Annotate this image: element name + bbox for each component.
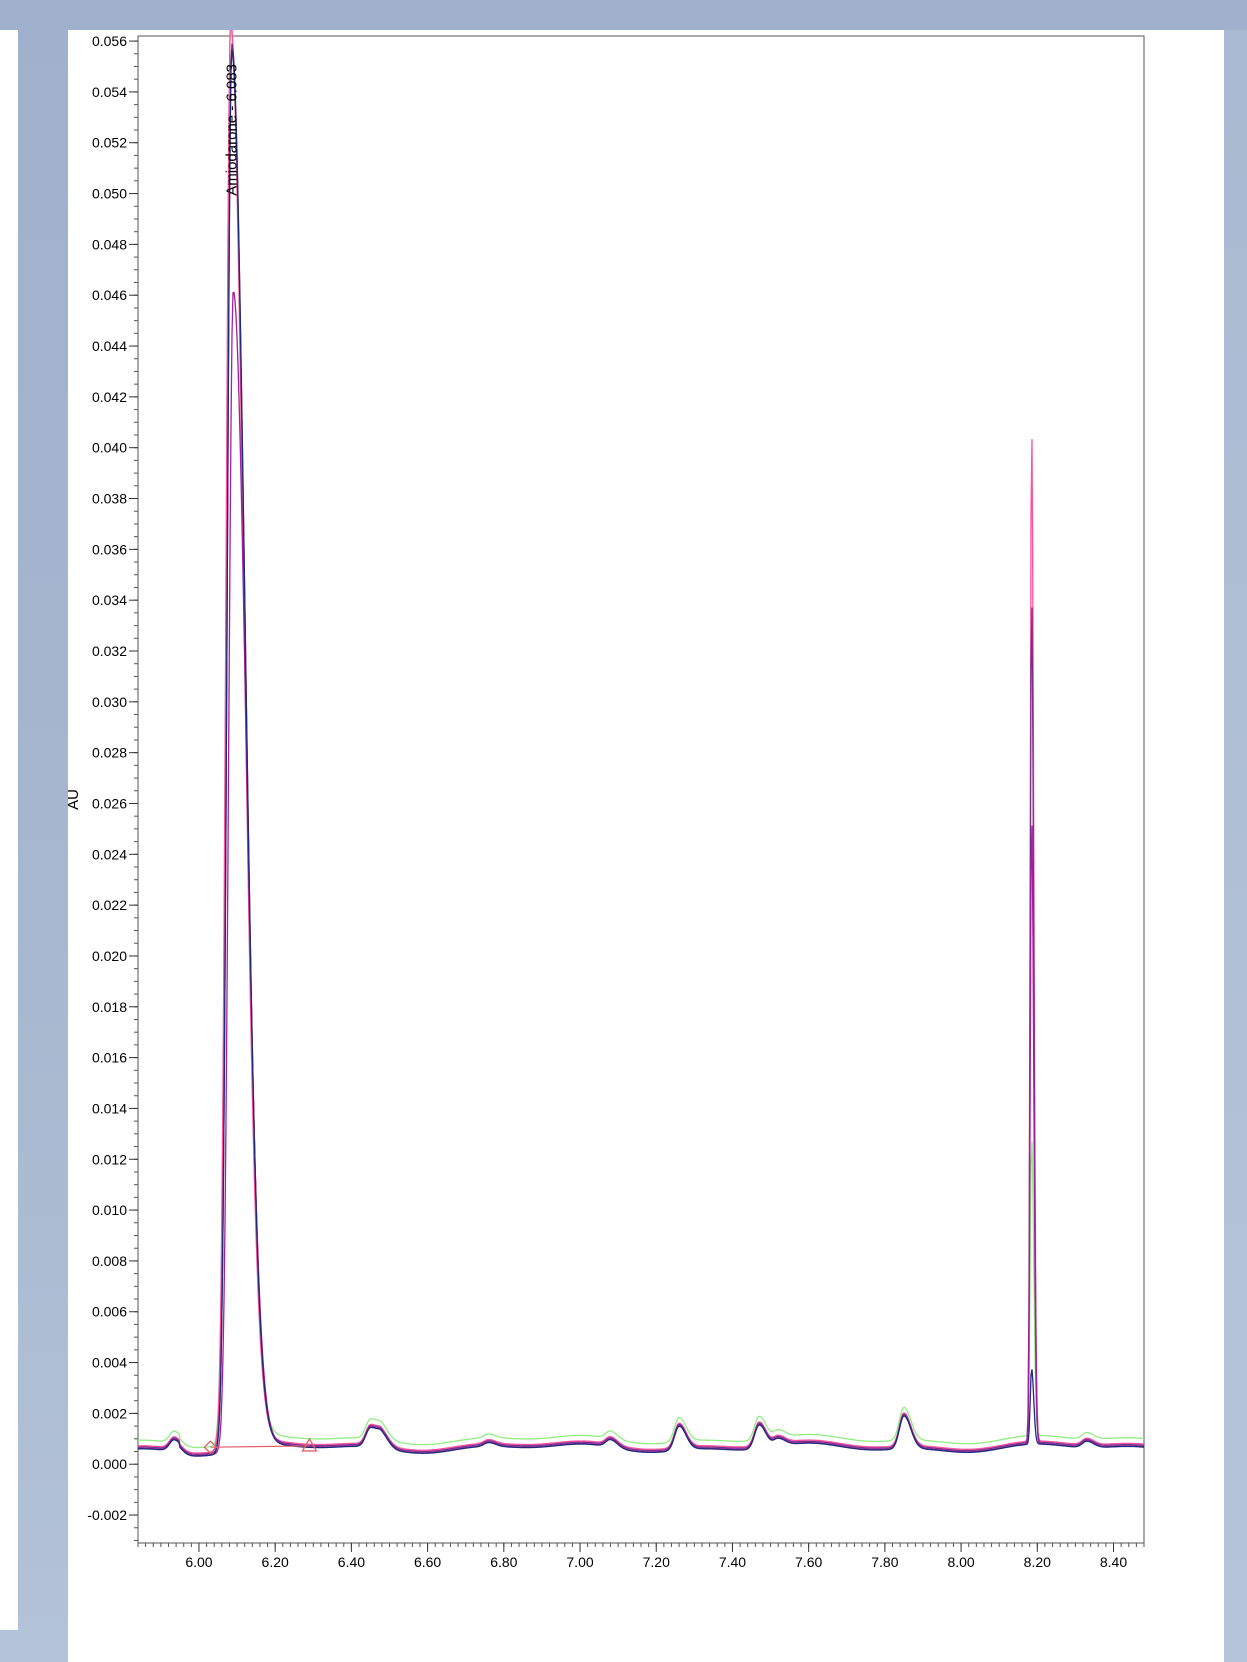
right-panel-edge: [1224, 30, 1247, 1662]
y-tick-label: 0.022: [92, 897, 127, 913]
y-tick-label: 0.026: [92, 795, 127, 811]
x-tick-label: 7.20: [643, 1554, 670, 1570]
integration-baseline: [210, 1445, 310, 1448]
x-tick-label: 8.20: [1024, 1554, 1051, 1570]
y-tick-label: 0.012: [92, 1151, 127, 1167]
series-line: [137, 43, 1145, 1455]
x-tick-label: 7.00: [566, 1554, 593, 1570]
y-tick-label: 0.036: [92, 541, 127, 557]
baseline-end-marker: [301, 1437, 318, 1452]
chromatogram-sheet: -0.002 0.000 0.002 0.004 0.006 0.008 0.010 0.01…: [68, 30, 1224, 1662]
peak-label: Amiodarone - 6.083: [224, 64, 241, 196]
y-tick-label: 0.056: [92, 33, 127, 49]
x-tick-label: 6.20: [262, 1554, 289, 1570]
y-tick-label: 0.048: [92, 236, 127, 252]
y-tick-label: -0.002: [87, 1507, 127, 1523]
y-axis-title: AU: [68, 789, 82, 810]
y-tick-label: 0.040: [92, 440, 127, 456]
annotation-layer: Amiodarone - 6.083: [203, 64, 318, 1455]
y-tick-label: 0.034: [92, 592, 127, 608]
y-tick-label: 0.050: [92, 186, 127, 202]
y-tick-label: 0.032: [92, 643, 127, 659]
x-tick-label: 6.80: [490, 1554, 517, 1570]
x-tick-label: 7.40: [719, 1554, 746, 1570]
x-axis: 6.00 6.20 6.40 6.60 6.80 7.00 7.20 7.40 7.60 7.80…: [137, 1543, 1145, 1570]
y-tick-label: 0.030: [92, 694, 127, 710]
x-tick-label: 6.00: [185, 1554, 212, 1570]
y-tick-label: 0.006: [92, 1304, 127, 1320]
y-tick-label: 0.046: [92, 287, 127, 303]
series-line: [137, 30, 1145, 1454]
y-axis: -0.002 0.000 0.002 0.004 0.006 0.008 0.010 0.01…: [87, 33, 138, 1541]
series-line: [137, 291, 1145, 1457]
plot-frame: [137, 35, 1145, 1544]
y-tick-label: 0.024: [92, 846, 127, 862]
y-tick-label: 0.004: [92, 1355, 127, 1371]
y-tick-label: 0.038: [92, 491, 127, 507]
y-tick-label: 0.044: [92, 338, 127, 354]
y-tick-label: 0.014: [92, 1100, 127, 1116]
series-line: [137, 50, 1145, 1457]
chromatogram-chart: -0.002 0.000 0.002 0.004 0.006 0.008 0.010 0.01…: [68, 30, 1145, 1570]
x-tick-label: 6.60: [414, 1554, 441, 1570]
y-tick-label: 0.020: [92, 948, 127, 964]
y-tick-label: 0.000: [92, 1456, 127, 1472]
y-tick-label: 0.054: [92, 84, 127, 100]
plot-border: [137, 35, 1145, 1544]
x-tick-label: 7.60: [795, 1554, 822, 1570]
y-tick-label: 0.008: [92, 1253, 127, 1269]
y-tick-label: 0.018: [92, 999, 127, 1015]
baseline-start-marker: [203, 1440, 218, 1455]
y-tick-label: 0.002: [92, 1405, 127, 1421]
series-line: [137, 30, 1145, 1449]
y-tick-label: 0.028: [92, 745, 127, 761]
left-panel-edge: [0, 30, 18, 1630]
y-tick-label: 0.042: [92, 389, 127, 405]
x-tick-label: 8.00: [947, 1554, 974, 1570]
x-tick-label: 6.40: [338, 1554, 365, 1570]
y-tick-label: 0.010: [92, 1202, 127, 1218]
x-tick-label: 8.40: [1100, 1554, 1127, 1570]
x-tick-label: 7.80: [871, 1554, 898, 1570]
series-layer: [137, 30, 1145, 1457]
y-tick-label: 0.016: [92, 1050, 127, 1066]
y-tick-label: 0.052: [92, 135, 127, 151]
